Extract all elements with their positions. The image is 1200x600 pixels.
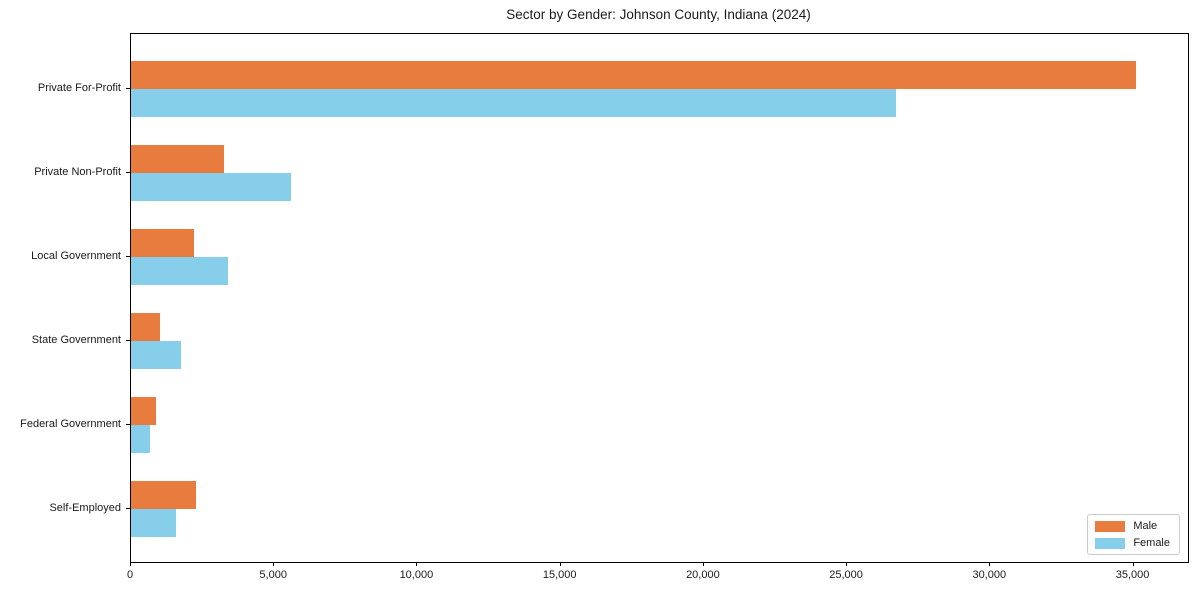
chart-title: Sector by Gender: Johnson County, Indian… xyxy=(506,7,811,22)
xtick-mark xyxy=(1132,562,1134,566)
legend-label-female: Female xyxy=(1133,537,1170,549)
ytick-mark xyxy=(126,424,130,425)
bar-male-self-employed xyxy=(131,481,197,509)
xtick-label-0: 0 xyxy=(126,569,134,581)
xtick-label-35-000: 35,000 xyxy=(1115,569,1150,581)
bar-male-state-government xyxy=(131,313,160,341)
legend-entry-female: Female xyxy=(1095,537,1170,549)
ytick-label-self-employed: Self-Employed xyxy=(49,502,121,514)
xtick-label-30-000: 30,000 xyxy=(972,569,1007,581)
xtick-mark xyxy=(416,562,418,566)
plot-area: Male Female xyxy=(130,33,1189,563)
ytick-label-private-for-profit: Private For-Profit xyxy=(37,82,121,94)
ytick-mark xyxy=(126,340,130,341)
bar-male-federal-government xyxy=(131,397,156,425)
ytick-label-private-non-profit: Private Non-Profit xyxy=(34,166,121,178)
xtick-mark xyxy=(846,562,848,566)
ytick-mark xyxy=(126,88,130,89)
xtick-label-20-000: 20,000 xyxy=(686,569,720,581)
ytick-mark xyxy=(126,508,130,509)
xtick-label-25-000: 25,000 xyxy=(829,569,863,581)
ytick-label-state-government: State Government xyxy=(31,334,121,346)
legend-swatch-male xyxy=(1095,520,1126,532)
bar-female-state-government xyxy=(131,341,181,369)
legend: Male Female xyxy=(1087,514,1180,555)
legend-entry-male: Male xyxy=(1095,520,1170,532)
ytick-mark xyxy=(126,172,130,173)
legend-label-male: Male xyxy=(1133,520,1158,532)
xtick-label-10-000: 10,000 xyxy=(399,569,434,581)
bar-male-local-government xyxy=(131,229,194,257)
bar-female-self-employed xyxy=(131,509,176,537)
ytick-label-local-government: Local Government xyxy=(31,250,121,262)
xtick-mark xyxy=(273,562,275,566)
bar-female-federal-government xyxy=(131,425,151,453)
xtick-mark xyxy=(989,562,991,566)
bar-male-private-non-profit xyxy=(131,145,225,173)
xtick-label-15-000: 15,000 xyxy=(542,569,577,581)
ytick-label-federal-government: Federal Government xyxy=(20,418,121,430)
bar-female-private-non-profit xyxy=(131,173,292,201)
xtick-mark xyxy=(559,562,561,566)
bar-male-private-for-profit xyxy=(131,61,1137,89)
legend-swatch-female xyxy=(1095,537,1126,549)
xtick-label-5-000: 5,000 xyxy=(259,569,287,581)
xtick-mark xyxy=(130,562,131,566)
xtick-mark xyxy=(702,562,704,566)
bar-female-private-for-profit xyxy=(131,89,896,117)
ytick-mark xyxy=(126,256,130,257)
bar-female-local-government xyxy=(131,257,229,285)
